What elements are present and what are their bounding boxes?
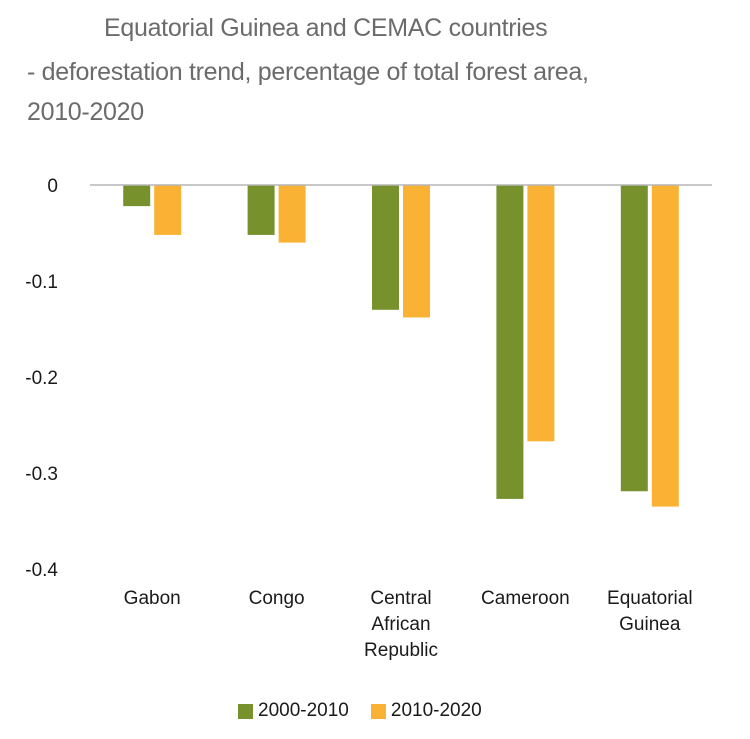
chart-subtitle-line-1: - deforestation trend, percentage of tot… [27, 58, 589, 86]
x-tick-label: Equatorial Guinea [607, 588, 693, 635]
legend-label-2000-2010: 2000-2010 [258, 700, 349, 721]
bar-2010-2020-cameroon [527, 185, 555, 442]
chart-subtitle-line-2: 2010-2020 [27, 98, 144, 126]
legend-item-2000-2010: 2000-2010 [238, 700, 349, 722]
x-tick-label: Central African Republic [364, 588, 438, 661]
chart-title: Equatorial Guinea and CEMAC countries [104, 14, 548, 42]
y-tick-label: -0.3 [25, 464, 58, 485]
legend-item-2010-2020: 2010-2020 [370, 700, 482, 722]
legend: 2000-2010 2010-2020 [238, 700, 504, 722]
bar-2000-2010-congo [247, 185, 275, 235]
y-tick-label: -0.2 [25, 368, 58, 389]
bar-2000-2010-central-african-republic [372, 185, 399, 310]
bar-2010-2020-equatorial-guinea [651, 185, 679, 507]
x-tick-label: Gabon [124, 588, 181, 609]
legend-label-2010-2020: 2010-2020 [390, 700, 482, 721]
legend-swatch-2010-2020 [370, 703, 386, 719]
bar-2010-2020-gabon [154, 185, 182, 235]
bar-2000-2010-equatorial-guinea [620, 185, 648, 492]
y-tick-label: -0.1 [25, 272, 58, 293]
bar-2010-2020-central-african-republic [403, 185, 430, 318]
bar-2000-2010-gabon [123, 185, 151, 207]
y-tick-label: 0 [47, 176, 58, 197]
x-tick-label: Congo [249, 588, 305, 609]
x-tick-label: Cameroon [481, 588, 570, 609]
bar-2010-2020-congo [278, 185, 306, 243]
legend-swatch-2000-2010 [238, 703, 253, 719]
y-tick-label: -0.4 [25, 560, 58, 581]
bar-2000-2010-cameroon [496, 185, 524, 499]
